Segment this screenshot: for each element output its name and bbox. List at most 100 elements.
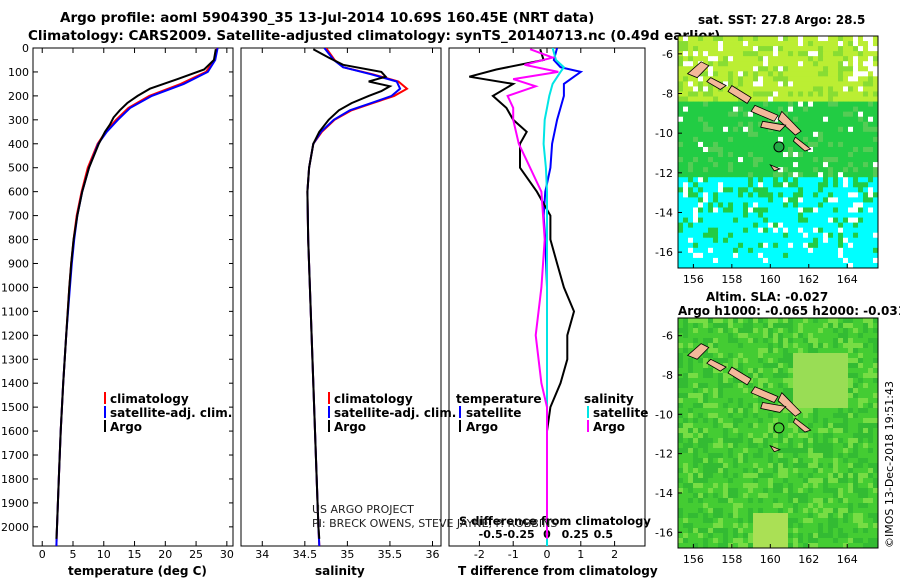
map-cell — [833, 453, 839, 459]
map-cell — [723, 46, 729, 52]
map-cell — [808, 237, 814, 244]
map-cell — [863, 157, 869, 163]
map-cell — [808, 116, 814, 123]
map-cell — [793, 116, 799, 123]
map-cell — [688, 363, 694, 369]
map-cell — [738, 111, 744, 118]
map-cell — [728, 217, 734, 224]
map-cell — [828, 323, 834, 329]
map-cell — [793, 86, 799, 92]
map-cell — [813, 543, 819, 548]
map-cell — [693, 423, 699, 429]
map-cell — [833, 182, 839, 188]
map-cell — [793, 247, 799, 254]
map-cell — [703, 453, 709, 459]
map-cell — [718, 473, 724, 479]
map-cell — [728, 458, 734, 464]
map-cell — [798, 197, 804, 203]
map-cell — [783, 91, 789, 97]
depth-tick-label: 2000 — [1, 521, 29, 534]
map-cell — [708, 428, 714, 434]
map-cell — [838, 418, 844, 424]
map-cell — [738, 187, 744, 193]
map-cell — [848, 56, 854, 62]
map-cell — [728, 538, 734, 544]
map-cell — [753, 378, 759, 384]
map-cell — [763, 428, 769, 434]
map-cell — [838, 96, 844, 102]
map-cell — [803, 468, 809, 474]
map-cell — [733, 458, 739, 464]
map-cell — [778, 56, 784, 62]
map-cell — [738, 136, 744, 143]
map-cell — [858, 343, 864, 349]
map-cell — [783, 393, 789, 399]
map-cell — [683, 333, 689, 339]
map-cell — [823, 192, 829, 198]
map-cell — [748, 533, 754, 539]
map-cell — [773, 202, 779, 208]
map-cell — [688, 121, 694, 128]
map-cell — [833, 423, 839, 429]
map-cell — [768, 483, 774, 489]
map-cell — [783, 202, 789, 208]
map-cell — [808, 101, 814, 108]
map-cell — [828, 513, 834, 519]
map-cell — [753, 533, 759, 539]
map-cell — [808, 368, 814, 374]
map-cell — [793, 453, 799, 459]
map-cell — [758, 262, 764, 268]
map-cell — [738, 498, 744, 504]
map-cell — [858, 528, 864, 534]
map-cell — [843, 343, 849, 349]
map-cell — [688, 358, 694, 364]
map-cell — [698, 478, 704, 484]
map-cell — [758, 232, 764, 239]
map-cell — [813, 393, 819, 399]
map-cell — [813, 413, 819, 419]
map-cell — [808, 418, 814, 424]
map-cell — [828, 343, 834, 349]
map-cell — [728, 61, 734, 67]
map-cell — [678, 453, 684, 459]
map-cell — [703, 86, 709, 92]
map-cell — [823, 86, 829, 92]
map-cell — [748, 172, 754, 178]
map-cell — [813, 187, 819, 193]
x-tick-label: 20 — [158, 548, 172, 561]
map-cell — [718, 257, 724, 264]
map-cell — [693, 237, 699, 244]
map-cell — [753, 91, 759, 97]
map-cell — [723, 398, 729, 404]
map-cell — [688, 136, 694, 143]
map-cell — [693, 116, 699, 123]
map-cell — [708, 493, 714, 499]
map-cell — [863, 51, 869, 57]
map-cell — [833, 222, 839, 229]
map-cell — [803, 473, 809, 479]
map-cell — [718, 338, 724, 344]
map-cell — [678, 383, 684, 389]
map-cell — [768, 368, 774, 374]
map-cell — [768, 528, 774, 534]
map-cell — [678, 71, 684, 77]
map-cell — [848, 513, 854, 519]
map-cell — [768, 91, 774, 97]
map-cell — [693, 121, 699, 128]
map-cell — [783, 498, 789, 504]
map-cell — [758, 363, 764, 369]
map-cell — [723, 182, 729, 188]
map-cell — [688, 81, 694, 87]
map-cell — [753, 408, 759, 414]
map-cell — [873, 56, 878, 62]
map-cell — [713, 328, 719, 334]
map-cell — [813, 398, 819, 404]
depth-tick-label: 600 — [8, 186, 29, 199]
legend-label-argo: Argo — [110, 420, 142, 434]
map-cell — [713, 227, 719, 234]
map-cell — [773, 413, 779, 419]
map-cell — [708, 152, 714, 158]
map-cell — [683, 257, 689, 264]
map-cell — [798, 413, 804, 419]
map-cell — [768, 61, 774, 67]
